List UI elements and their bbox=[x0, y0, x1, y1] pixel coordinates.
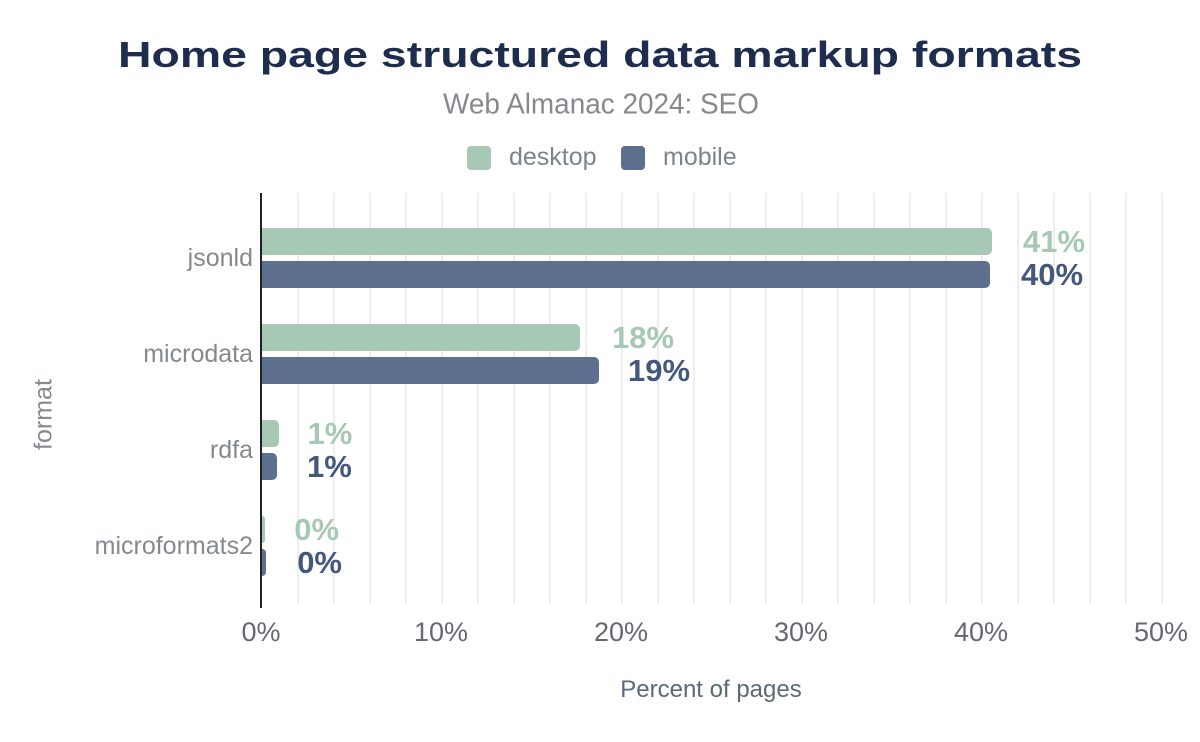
svg-text:Home page structured data mark: Home page structured data markup formats bbox=[118, 34, 1082, 75]
svg-text:Web Almanac 2024: SEO: Web Almanac 2024: SEO bbox=[443, 89, 759, 121]
